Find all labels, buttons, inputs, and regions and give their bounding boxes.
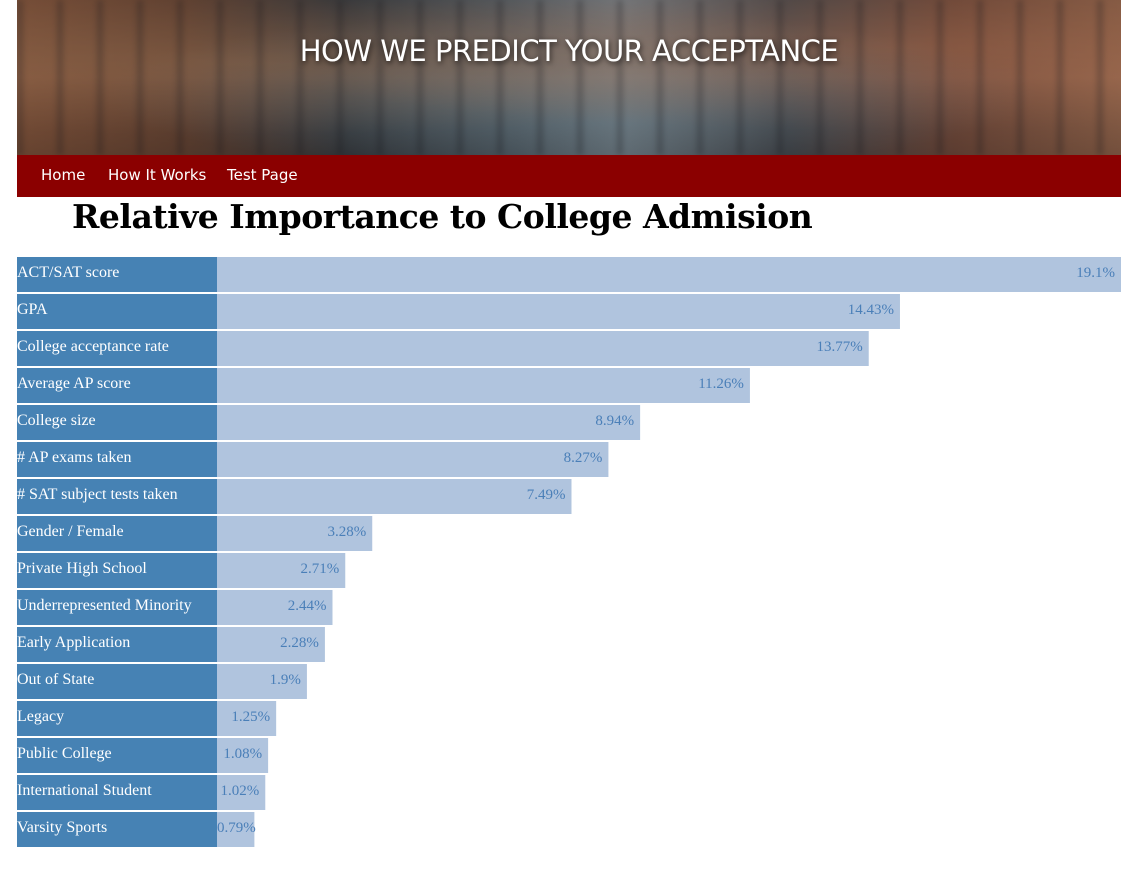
bar — [217, 775, 266, 810]
category-label-background — [17, 664, 217, 699]
category-label: Legacy — [17, 708, 64, 725]
category-label: Varsity Sports — [17, 819, 107, 836]
category-label: # AP exams taken — [17, 449, 132, 466]
bar-row: International Student 1.02% — [17, 775, 266, 810]
bar-row: Gender / Female 3.28% — [17, 516, 373, 551]
category-label: Underrepresented Minority — [17, 597, 192, 614]
bar — [217, 516, 373, 551]
nav-bar: Home How It Works Test Page — [17, 155, 1121, 197]
category-label: GPA — [17, 301, 48, 318]
category-label-background — [17, 516, 217, 551]
bar-row: Legacy 1.25% — [17, 701, 277, 736]
bar-row: Underrepresented Minority 2.44% — [17, 590, 333, 625]
category-label: College acceptance rate — [17, 338, 169, 355]
chart-title: Relative Importance to College Admision — [72, 197, 813, 236]
bar-row: College size 8.94% — [17, 405, 641, 440]
value-label: 3.28% — [327, 524, 366, 540]
bar — [217, 405, 641, 440]
value-label: 1.25% — [231, 709, 270, 725]
category-label: Early Application — [17, 634, 130, 651]
category-label-background — [17, 479, 217, 514]
value-label: 11.26% — [698, 376, 744, 392]
category-label-background — [17, 257, 217, 292]
value-label: 2.71% — [301, 561, 340, 577]
bar-row: Out of State 1.9% — [17, 664, 307, 699]
category-label-background — [17, 331, 217, 366]
bar — [217, 812, 255, 847]
category-label-background — [17, 553, 217, 588]
category-label-background — [17, 627, 217, 662]
category-label-background — [17, 405, 217, 440]
category-label: # SAT subject tests taken — [17, 486, 178, 503]
bar-row: # SAT subject tests taken 7.49% — [17, 479, 572, 514]
category-label: Out of State — [17, 671, 94, 688]
bar-row: Average AP score 11.26% — [17, 368, 750, 403]
header-banner: HOW WE PREDICT YOUR ACCEPTANCE — [17, 0, 1121, 155]
category-label: Private High School — [17, 560, 147, 577]
bar — [217, 627, 325, 662]
bar-row: Varsity Sports 0.79% — [17, 812, 256, 847]
value-label: 8.27% — [564, 450, 603, 466]
bar-row: College acceptance rate 13.77% — [17, 331, 869, 366]
category-label-background — [17, 812, 217, 847]
value-label: 0.79% — [217, 820, 256, 836]
bar-row: Public College 1.08% — [17, 738, 269, 773]
category-label: ACT/SAT score — [17, 264, 119, 281]
category-label: College size — [17, 412, 96, 429]
category-label-background — [17, 775, 217, 810]
bar — [217, 738, 269, 773]
value-label: 14.43% — [848, 302, 894, 318]
category-label: Public College — [17, 745, 112, 762]
bar — [217, 294, 900, 329]
value-label: 2.44% — [288, 598, 327, 614]
bar — [217, 553, 346, 588]
nav-link-home[interactable]: Home — [41, 166, 86, 184]
bar — [217, 442, 609, 477]
category-label-background — [17, 368, 217, 403]
category-label: Average AP score — [17, 375, 131, 392]
bar — [217, 257, 1121, 292]
category-label-background — [17, 294, 217, 329]
value-label: 8.94% — [595, 413, 634, 429]
bar-row: ACT/SAT score 19.1% — [17, 257, 1121, 292]
value-label: 19.1% — [1076, 265, 1115, 281]
bar — [217, 368, 750, 403]
category-label-background — [17, 442, 217, 477]
page-title: HOW WE PREDICT YOUR ACCEPTANCE — [299, 34, 839, 68]
bar — [217, 701, 277, 736]
bar-row: GPA 14.43% — [17, 294, 900, 329]
value-label: 13.77% — [816, 339, 862, 355]
banner-background-image — [17, 0, 1121, 155]
category-label: International Student — [17, 782, 152, 799]
nav-link-how-it-works[interactable]: How It Works — [108, 166, 207, 184]
bar-row: # AP exams taken 8.27% — [17, 442, 609, 477]
bar — [217, 479, 572, 514]
value-label: 7.49% — [527, 487, 566, 503]
value-label: 1.02% — [221, 783, 260, 799]
value-label: 1.9% — [270, 672, 301, 688]
bar-row: Private High School 2.71% — [17, 553, 346, 588]
value-label: 1.08% — [223, 746, 262, 762]
nav-link-test-page[interactable]: Test Page — [227, 166, 298, 184]
category-label: Gender / Female — [17, 523, 124, 540]
value-label: 2.28% — [280, 635, 319, 651]
bar-row: Early Application 2.28% — [17, 627, 325, 662]
category-label-background — [17, 738, 217, 773]
banner-overlay — [17, 0, 1121, 155]
bar — [217, 664, 307, 699]
bar — [217, 331, 869, 366]
bar — [217, 590, 333, 625]
category-label-background — [17, 701, 217, 736]
category-label-background — [17, 590, 217, 625]
